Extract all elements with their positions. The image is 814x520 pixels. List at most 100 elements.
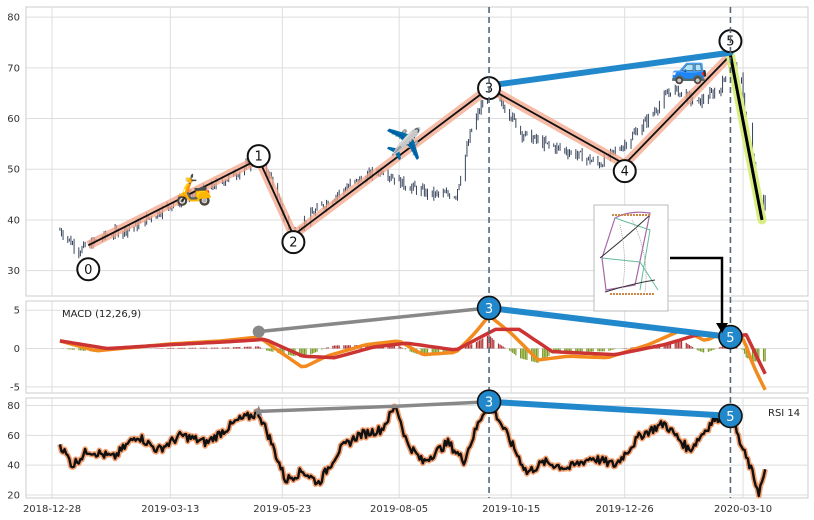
macd-hist-bar — [321, 348, 323, 350]
macd-hist-bar — [467, 345, 470, 349]
macd-hist-bar — [515, 348, 517, 356]
inset-shape — [599, 214, 656, 293]
rsi-divergence-label: 3 — [485, 396, 493, 411]
macd-hist-bar — [431, 348, 433, 355]
macd-hist-bar — [247, 346, 249, 349]
macd-hist-bar — [480, 339, 482, 349]
macd-hist-bar — [466, 346, 468, 349]
wave-marker — [612, 159, 637, 184]
macd-hist-bar — [392, 345, 394, 349]
macd-hist-bar — [699, 348, 702, 352]
price-y-axis: 30 40 50 60 70 80 — [7, 13, 20, 278]
x-tick-label: 2019-08-05 — [370, 504, 428, 515]
price-y-tick-label: 50 — [7, 165, 20, 176]
macd-lines — [59, 304, 767, 391]
callout-arrow-head — [716, 323, 728, 333]
macd-hist-bar — [680, 341, 683, 349]
rsi-prior-link — [395, 399, 490, 408]
macd-hist-bar — [587, 348, 590, 352]
macd-hist-bar — [67, 348, 69, 350]
macd-hist-bar — [245, 346, 247, 349]
macd-hist-bar — [581, 348, 583, 352]
x-tick-label: 2019-03-13 — [141, 504, 199, 515]
wave-marker — [246, 144, 271, 169]
x-tick-label: 2019-12-26 — [596, 504, 654, 515]
inset-shape — [601, 211, 651, 291]
macd-hist-bar — [442, 348, 444, 353]
macd-prior-link — [258, 306, 490, 334]
macd-hist-bar — [210, 347, 212, 349]
macd-hist-bar — [475, 342, 478, 349]
macd-hist-bar — [281, 348, 283, 354]
macd-hist-bar — [183, 347, 186, 349]
macd-hist-bar — [762, 348, 765, 362]
macd-hist-bar — [721, 346, 724, 349]
inset-shape — [619, 219, 647, 293]
icons: 🛵 ✈️ 🚙 — [175, 51, 708, 208]
macd-hist-bar — [254, 346, 257, 349]
macd-y-tick-label: 5 — [14, 306, 20, 317]
price-grid — [26, 7, 808, 296]
macd-hist-bar — [565, 348, 567, 352]
macd-hist-bar — [491, 338, 493, 349]
macd-hist-bar — [764, 348, 766, 362]
macd-hist-bar — [217, 347, 219, 349]
macd-hist-bar — [545, 348, 547, 358]
macd-hist-bar — [232, 347, 235, 349]
macd-hist-bar — [73, 348, 75, 350]
macd-hist-bar — [542, 348, 544, 360]
rsi-y-tick-label: 20 — [7, 491, 20, 502]
rsi-legend: RSI 14 — [768, 408, 800, 419]
macd-hist-bar — [224, 347, 227, 349]
rsi-lines — [57, 396, 768, 499]
macd-hist-bar — [404, 348, 407, 350]
macd-divergence-line — [488, 304, 731, 341]
macd-hist-bar — [215, 347, 217, 349]
rsi-divergence-line — [488, 398, 731, 419]
macd-hist-bar — [79, 348, 81, 351]
macd-hist-bar — [625, 347, 627, 349]
macd-hist-bar — [677, 341, 679, 349]
macd-hist-bar — [464, 346, 466, 349]
macd-hist-bar — [333, 345, 336, 349]
price-divergence-line — [486, 49, 734, 89]
macd-hist-bar — [256, 346, 258, 349]
macd-hist-bar — [199, 347, 201, 349]
macd-hist-bar — [228, 347, 230, 349]
macd-hist-bar — [508, 348, 511, 351]
macd-hist-bar — [613, 348, 615, 350]
price-y-tick-label: 60 — [7, 114, 20, 125]
macd-hist-bar — [478, 340, 481, 349]
scooter-icon: 🛵 — [175, 173, 212, 208]
x-tick-label: 2019-10-15 — [482, 504, 540, 515]
macd-hist-bar — [685, 342, 687, 349]
inset-thumbnail — [593, 204, 669, 312]
macd-hist-bar — [305, 348, 307, 357]
macd-hist-bar — [316, 348, 318, 352]
rsi-divergence-marker — [476, 389, 502, 415]
macd-hist-bar — [259, 347, 261, 349]
macd-hist-bar — [669, 342, 672, 349]
macd-hist-bar — [469, 344, 471, 349]
macd-hist-bar — [493, 339, 495, 349]
macd-hist-bar — [325, 347, 328, 349]
macd-hist-bar — [68, 348, 70, 350]
macd-hist-bar — [344, 345, 347, 349]
macd-hist-bar — [501, 345, 503, 349]
macd-hist-bar — [740, 348, 743, 350]
macd-hist-bar — [758, 348, 760, 362]
macd-hist-bar — [744, 348, 746, 354]
rsi-panel: 20 40 60 80 RSI 14 — [7, 396, 809, 502]
macd-hist-bar — [690, 346, 692, 349]
macd-hist-bar — [400, 346, 402, 349]
macd-hist-bar — [258, 346, 260, 349]
macd-hist-bar — [327, 347, 329, 349]
wave-label: 4 — [621, 165, 629, 180]
macd-hist-bar — [691, 347, 694, 349]
x-tick-label: 2019-05-23 — [253, 504, 311, 515]
macd-hist-bar — [172, 347, 175, 349]
macd-hist-bar — [303, 348, 306, 358]
macd-hist-bar — [524, 348, 526, 360]
macd-hist-bar — [611, 348, 613, 350]
macd-hist-bar — [609, 348, 612, 351]
